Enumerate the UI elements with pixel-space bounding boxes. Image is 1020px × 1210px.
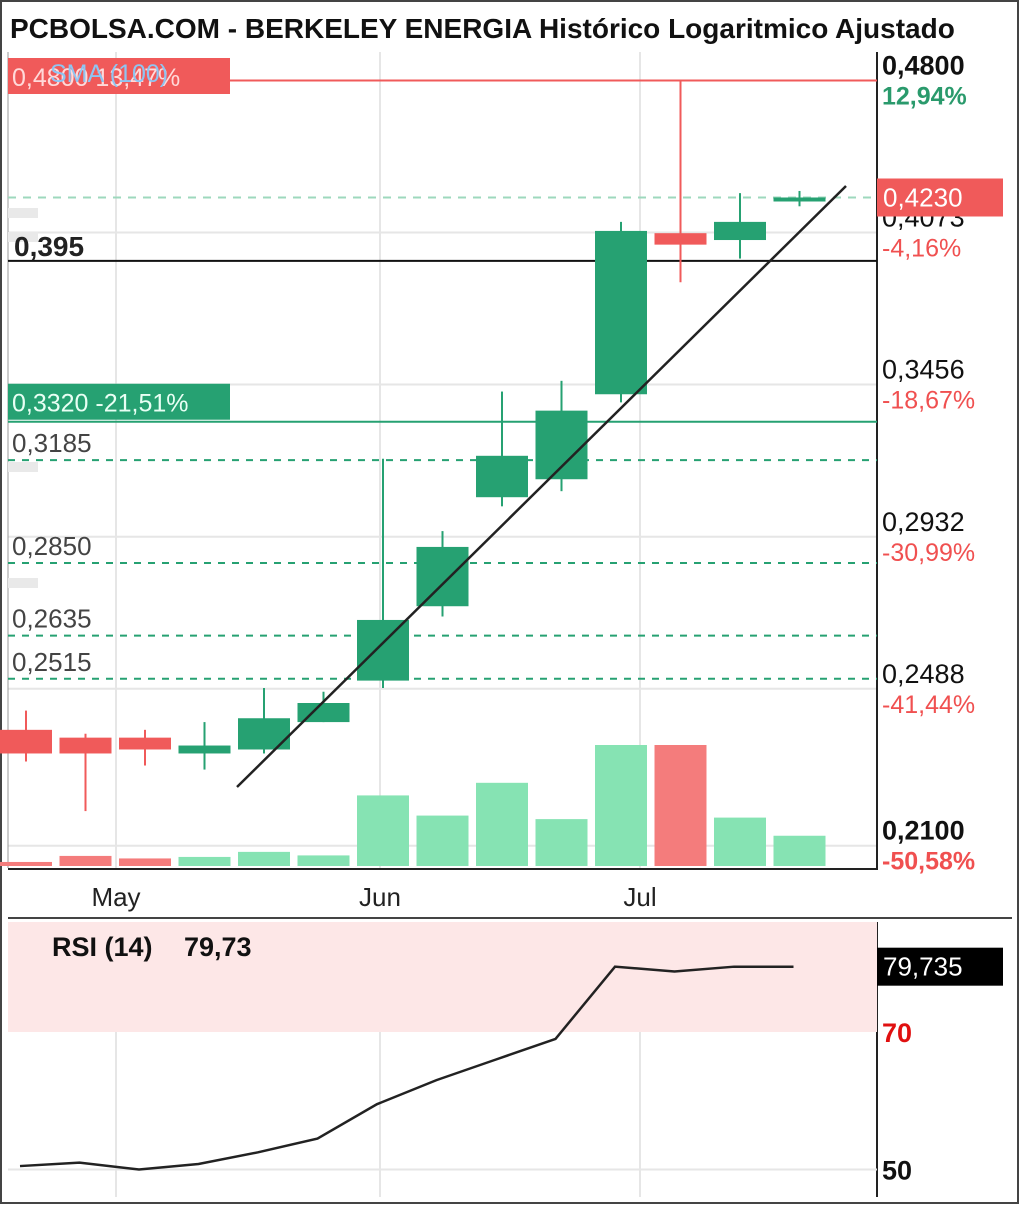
axis-pct-label: -4,16% xyxy=(882,235,961,263)
price-axis: 0,480012,94%0,4073-4,16%0,3456-18,67%0,2… xyxy=(877,50,1003,876)
volume-bar xyxy=(178,856,231,866)
edge-mark xyxy=(8,462,38,472)
level-0395-label: 0,395 xyxy=(14,231,84,262)
candlesticks xyxy=(0,80,826,812)
candle-body xyxy=(357,619,409,681)
candle-body xyxy=(654,233,707,245)
volume-bar xyxy=(476,782,528,866)
candle-body xyxy=(535,410,588,480)
axis-price-label: 0,2100 xyxy=(882,816,965,846)
volume-bars xyxy=(0,745,826,866)
rsi-last-label: 79,735 xyxy=(883,952,963,982)
green-level-label: 0,3320 -21,51% xyxy=(12,390,189,418)
axis-pct-label: 12,94% xyxy=(882,82,967,110)
axis-pct-label: -18,67% xyxy=(882,387,975,415)
axis-pct-label: -30,99% xyxy=(882,539,975,567)
rsi-tick-70: 70 xyxy=(882,1018,912,1048)
candle-body xyxy=(416,546,469,607)
support-label: 0,2635 xyxy=(12,604,92,634)
axis-price-label: 0,2932 xyxy=(882,507,965,537)
volume-bar xyxy=(119,858,171,866)
volume-bar xyxy=(357,795,409,866)
candle-body xyxy=(476,455,528,498)
edge-mark xyxy=(8,578,38,588)
rsi-tick-50: 50 xyxy=(882,1156,912,1186)
rsi-overbought-zone xyxy=(8,922,877,1032)
max-label-text: 0,4800 13,47% xyxy=(12,64,180,92)
left-labels: 0,4800 13,47%SMA (100) 0,395 0,3320 -21,51… xyxy=(8,58,230,677)
candle-body xyxy=(595,230,647,395)
volume-bar xyxy=(416,815,469,866)
rsi-title: RSI (14) xyxy=(52,932,153,962)
level-lines xyxy=(8,79,877,680)
x-tick-label: Jun xyxy=(359,882,401,912)
volume-bar xyxy=(238,851,290,866)
edge-mark xyxy=(8,208,38,218)
axis-price-label: 0,3456 xyxy=(882,355,965,385)
volume-bar xyxy=(773,835,826,866)
candle-body xyxy=(297,703,350,723)
green-level-label-box xyxy=(8,383,230,420)
candle-body xyxy=(59,737,112,754)
axis-pct-label: -50,58% xyxy=(882,848,975,876)
support-label: 0,3185 xyxy=(12,428,92,458)
axis-pct-label: -41,44% xyxy=(882,691,975,719)
volume-bar xyxy=(714,817,766,866)
volume-bar xyxy=(0,861,52,866)
last-price-label: 0,4230 xyxy=(883,182,963,212)
candle-body xyxy=(773,197,826,202)
candle-body xyxy=(0,729,52,754)
candle-body xyxy=(714,221,766,241)
sma-label: SMA (100) xyxy=(50,60,168,88)
rsi-value: 79,73 xyxy=(184,932,252,962)
volume-bar xyxy=(535,819,588,866)
candle-body xyxy=(178,745,231,754)
candle-body xyxy=(119,737,171,750)
x-tick-label: Jul xyxy=(623,882,656,912)
rsi-line xyxy=(19,965,794,1171)
last-price-box xyxy=(877,178,1003,217)
trendline xyxy=(236,185,847,788)
volume-bar xyxy=(297,855,350,866)
candle-body xyxy=(238,718,290,750)
axis-price-label: 0,2488 xyxy=(882,659,965,689)
chart-title: PCBOLSA.COM - BERKELEY ENERGIA Histórico… xyxy=(10,13,955,44)
axis-price-label: 0,4800 xyxy=(882,50,965,80)
trendline-segment xyxy=(236,185,847,788)
edge-mark xyxy=(8,232,38,242)
support-label: 0,2515 xyxy=(12,647,92,677)
rsi-panel: RSI (14) 79,73 70 50 79,735 xyxy=(8,922,1003,1186)
rsi-last-box xyxy=(877,947,1003,986)
volume-bar xyxy=(654,745,707,866)
volume-bar xyxy=(59,855,112,866)
volume-bar xyxy=(595,745,647,866)
support-label: 0,2850 xyxy=(12,531,92,561)
max-label-box xyxy=(8,58,230,94)
x-tick-label: May xyxy=(91,882,140,912)
